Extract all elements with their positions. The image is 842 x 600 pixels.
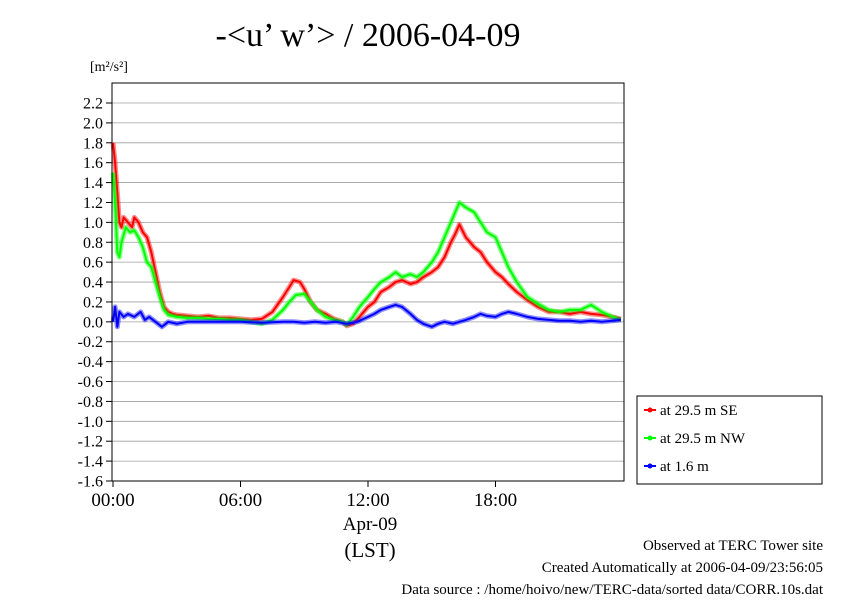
x-axis-ticks: 00:00 06:00 12:00 18:00: [91, 481, 517, 511]
y-tick-label: -1.0: [78, 414, 103, 431]
legend-label: at 1.6 m: [660, 459, 709, 475]
y-tick-label: 0.6: [83, 255, 103, 272]
y-tick-label: -0.6: [78, 374, 103, 391]
y-tick-label: -0.2: [78, 334, 103, 351]
x-tick-label: 00:00: [91, 490, 134, 511]
chart-title: -<u’ w’> / 2006-04-09: [216, 17, 521, 54]
legend-box: [636, 395, 823, 485]
y-tick-label: -1.6: [78, 474, 103, 491]
footer-created-time: Created Automatically at 2006-04-09/23:5…: [542, 560, 823, 576]
series-lines: [110, 142, 622, 330]
y-tick-label: 2.2: [83, 96, 103, 113]
y-tick-label: -0.4: [78, 354, 103, 371]
y-tick-label: 0.4: [83, 275, 103, 292]
y-tick-label: -1.4: [78, 454, 103, 471]
legend: at 29.5 m SE at 29.5 m NW at 1.6 m: [636, 395, 823, 485]
legend-marker: [647, 463, 653, 469]
legend-label: at 29.5 m SE: [660, 403, 738, 419]
y-axis-ticks: 2.2 2.0 1.8 1.6 1.4 1.2 1.0 0.8 0.6 0.4 0.2 0.0 -0.2…: [78, 96, 112, 491]
y-axis-unit: [m²/s²]: [90, 60, 128, 75]
x-tick-label: 18:00: [474, 490, 517, 511]
footer-data-source: Data source : /home/hoivo/new/TERC-data/…: [401, 582, 823, 595]
y-tick-label: 1.8: [83, 135, 103, 152]
x-tick-label: 12:00: [346, 490, 389, 511]
series-line-3: [112, 303, 622, 328]
x-unit-label: (LST): [344, 538, 395, 562]
y-tick-label: 2.0: [83, 115, 103, 132]
y-tick-label: 0.0: [83, 314, 103, 331]
y-tick-label: 1.2: [83, 195, 103, 212]
y-tick-label: 0.2: [83, 294, 103, 311]
x-date-label: Apr-09: [343, 514, 398, 535]
y-tick-label: 1.4: [83, 175, 103, 192]
legend-label: at 29.5 m NW: [660, 431, 746, 447]
y-tick-label: 1.0: [83, 215, 103, 232]
footer-observed-site: Observed at TERC Tower site: [643, 538, 823, 554]
legend-marker: [647, 435, 653, 441]
y-tick-label: 1.6: [83, 155, 103, 172]
y-tick-label: -0.8: [78, 394, 103, 411]
legend-marker: [647, 407, 653, 413]
y-tick-label: -1.2: [78, 434, 103, 451]
x-tick-label: 06:00: [219, 490, 262, 511]
y-tick-label: 0.8: [83, 235, 103, 252]
plot-frame: [111, 82, 625, 482]
